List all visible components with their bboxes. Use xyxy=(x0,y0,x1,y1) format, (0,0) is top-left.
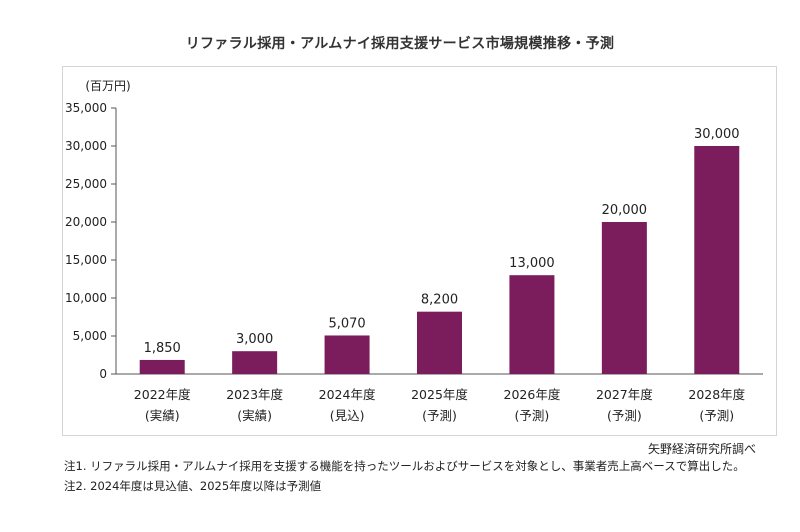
x-tick-sublabel: (予測) xyxy=(422,408,457,423)
bar xyxy=(139,359,185,374)
y-tick-label: 20,000 xyxy=(65,215,107,229)
x-tick-sublabel: (実績) xyxy=(145,408,180,423)
y-tick-label: 25,000 xyxy=(65,177,107,191)
y-tick-label: 0 xyxy=(99,367,107,381)
y-tick-label: 30,000 xyxy=(65,139,107,153)
y-unit-label: (百万円) xyxy=(85,79,130,93)
bar xyxy=(232,351,278,374)
data-label: 3,000 xyxy=(236,332,273,347)
x-tick-label: 2027年度 xyxy=(596,387,653,402)
bar xyxy=(694,146,740,374)
x-tick-sublabel: (見込) xyxy=(330,408,365,423)
footnote-1: 注1. リファラル採用・アルムナイ採用を支援する機能を持ったツールおよびサービス… xyxy=(64,459,745,473)
x-tick-label: 2023年度 xyxy=(226,387,283,402)
x-tick-label: 2024年度 xyxy=(319,387,376,402)
data-label: 20,000 xyxy=(602,203,648,218)
chart-title: リファラル採用・アルムナイ採用支援サービス市場規模推移・予測 xyxy=(185,36,615,52)
x-tick-sublabel: (予測) xyxy=(515,408,550,423)
y-tick-label: 5,000 xyxy=(73,329,107,343)
data-label: 1,850 xyxy=(144,341,181,356)
source-credit: 矢野経済研究所調べ xyxy=(647,442,756,456)
x-tick-label: 2026年度 xyxy=(504,387,561,402)
x-tick-label: 2022年度 xyxy=(134,387,191,402)
data-label: 13,000 xyxy=(509,256,555,271)
data-label: 5,070 xyxy=(328,316,365,331)
x-tick-sublabel: (予測) xyxy=(699,408,734,423)
y-tick-label: 15,000 xyxy=(65,253,107,267)
x-tick-sublabel: (予測) xyxy=(607,408,642,423)
data-label: 8,200 xyxy=(421,293,458,308)
bar xyxy=(324,335,370,374)
footnote-2: 注2. 2024年度は見込値、2025年度以降は予測値 xyxy=(64,479,322,493)
y-tick-label: 35,000 xyxy=(65,101,107,115)
x-tick-label: 2025年度 xyxy=(411,387,468,402)
x-tick-sublabel: (実績) xyxy=(237,408,272,423)
y-tick-label: 10,000 xyxy=(65,291,107,305)
bar xyxy=(417,311,462,374)
data-label: 30,000 xyxy=(694,127,740,142)
x-tick-label: 2028年度 xyxy=(688,387,745,402)
bar xyxy=(509,275,555,374)
bar xyxy=(601,222,647,374)
